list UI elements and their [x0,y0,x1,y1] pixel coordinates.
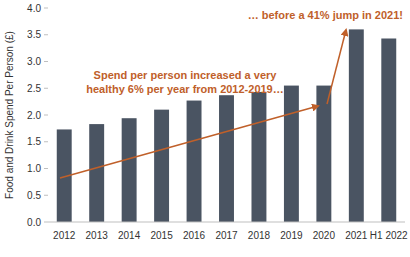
bar [381,38,396,222]
y-tick-label: 0.0 [27,217,41,228]
annotation-arrow [60,106,318,178]
y-tick [44,195,48,196]
x-tick-label: 2016 [183,230,206,241]
x-tick-label: 2014 [118,230,141,241]
y-tick [44,168,48,169]
x-tick-label: 2021 [345,230,368,241]
y-tick-label: 3.5 [27,29,41,40]
y-tick [44,141,48,142]
bar [284,86,299,222]
x-tick-label: 2017 [215,230,238,241]
x-tick-label: 2012 [53,230,76,241]
y-tick [44,88,48,89]
chart: 0.0 0.5 1.0 1.5 2.0 2.5 3.0 3.5 4.0 Food and Drin… [0,0,410,257]
y-tick-label: 2.5 [27,83,41,94]
y-axis-title: Food and Drink Spend Per Person (£) [4,31,15,199]
bar [349,29,364,222]
x-axis-line [48,222,405,223]
y-tick [44,8,48,9]
annotation: healthy 6% per year from 2012-2019… [86,83,284,95]
bar [154,110,169,222]
bar [251,92,266,222]
y-tick-label: 1.0 [27,163,41,174]
bar [316,86,331,222]
bar [219,95,234,222]
x-tick-label: H1 2022 [370,230,408,241]
bars [57,29,396,222]
y-tick [44,222,48,223]
x-tick-label: 2018 [248,230,271,241]
y-tick [44,115,48,116]
y-tick-label: 1.5 [27,136,41,147]
bar [122,118,137,222]
y-tick [44,61,48,62]
y-tick-label: 3.0 [27,56,41,67]
annotation: … before a 41% jump in 2021! [248,9,403,21]
y-tick-label: 2.0 [27,110,41,121]
y-tick-label: 4.0 [27,3,41,14]
annotation-arrow [327,30,346,104]
x-tick-label: 2013 [86,230,109,241]
y-tick-label: 0.5 [27,190,41,201]
bar [89,124,104,222]
annotation: Spend per person increased a very [94,69,278,81]
x-tick-label: 2015 [150,230,173,241]
x-tick-label: 2020 [313,230,336,241]
y-tick [44,34,48,35]
bar [187,101,202,222]
x-tick-label: 2019 [280,230,303,241]
